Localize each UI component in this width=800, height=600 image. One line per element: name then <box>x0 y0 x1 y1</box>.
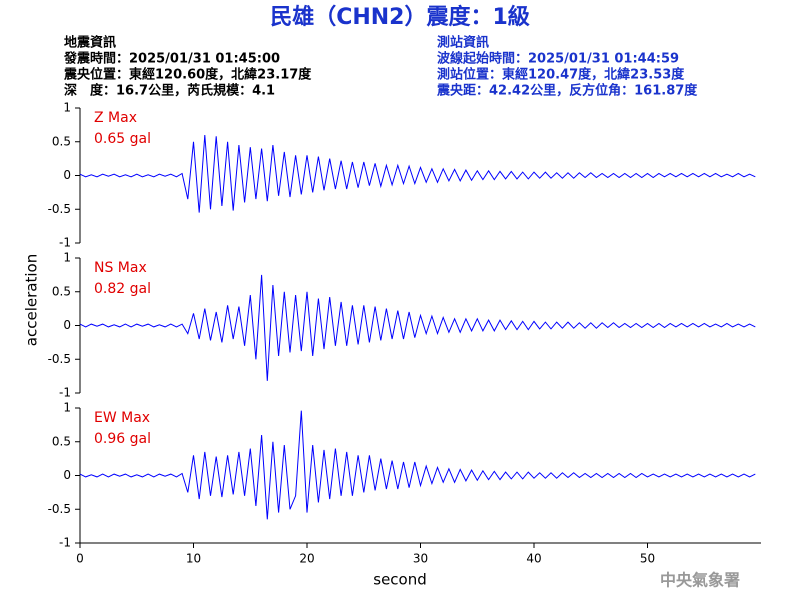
y-tick-label: 0 <box>63 468 71 482</box>
x-tick-label: 30 <box>413 552 428 566</box>
y-tick-label: 1 <box>63 401 71 415</box>
waveform <box>79 410 756 520</box>
event-info: 發震時間：2025/01/31 01:45:00 <box>63 51 280 67</box>
y-tick-label: 1 <box>63 251 71 265</box>
x-tick-label: 20 <box>299 552 314 566</box>
waveform <box>79 134 756 213</box>
y-tick-label: -0.5 <box>48 502 71 516</box>
event-info: 地震資訊 <box>64 35 116 51</box>
station-info: 測站位置：東經120.47度，北緯23.53度 <box>437 67 685 83</box>
x-tick-label: 10 <box>186 552 201 566</box>
waveform <box>79 274 756 381</box>
y-axis-label: acceleration <box>23 254 41 346</box>
y-tick-label: 0.5 <box>52 134 71 148</box>
y-tick-label: -1 <box>59 236 71 250</box>
event-info: 深 度：16.7公里，芮氏規模：4.1 <box>64 83 275 99</box>
y-tick-label: -0.5 <box>48 352 71 366</box>
station-info: 測站資訊 <box>437 35 489 51</box>
y-tick-label: -1 <box>59 536 71 550</box>
y-tick-label: 1 <box>63 101 71 115</box>
panel-label: EW Max <box>94 410 150 426</box>
max-label: 0.82 gal <box>94 281 151 297</box>
max-label: 0.96 gal <box>94 431 151 447</box>
y-tick-label: 0.5 <box>52 434 71 448</box>
y-tick-label: -1 <box>59 386 71 400</box>
y-tick-label: -0.5 <box>48 202 71 216</box>
y-tick-label: 0.5 <box>52 284 71 298</box>
panel-label: NS Max <box>94 260 147 276</box>
x-axis-label: second <box>373 571 427 589</box>
y-tick-label: 0 <box>63 318 71 332</box>
chart-title: 民雄（CHN2）震度：1級 <box>270 4 530 30</box>
event-info: 震央位置：東經120.60度，北緯23.17度 <box>63 67 312 83</box>
station-info: 波線起始時間：2025/01/31 01:44:59 <box>437 51 679 67</box>
x-tick-label: 50 <box>640 552 655 566</box>
panel-label: Z Max <box>94 110 137 126</box>
y-tick-label: 0 <box>63 168 71 182</box>
max-label: 0.65 gal <box>94 131 151 147</box>
x-tick-label: 40 <box>526 552 541 566</box>
station-info: 震央距：42.42公里，反方位角：161.87度 <box>436 83 698 99</box>
x-tick-label: 0 <box>76 552 84 566</box>
footer: 中央氣象署 <box>660 571 740 590</box>
